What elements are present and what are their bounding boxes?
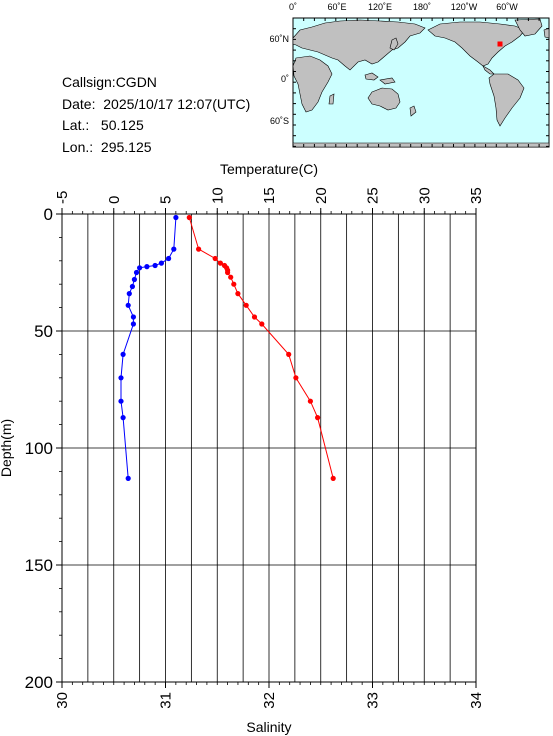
location-map: 0˚ 60˚E 120˚E 180˚ 120˚W 60˚W 60˚N 0˚ 60˚S [269, 2, 550, 148]
salinity-tick-label: 33 [365, 692, 382, 709]
temperature-data-point [186, 214, 192, 221]
map-longitude-label: 120˚E [368, 2, 392, 12]
temperature-tick-label: 25 [365, 187, 382, 204]
callsign: Callsign:CGDN [62, 74, 157, 90]
salinity-data-point [125, 302, 131, 308]
observation-date: Date: 2025/10/17 12:07(UTC) [62, 95, 251, 112]
temperature-tick-label: 0 [106, 196, 123, 204]
station-info: Callsign:CGDN Date: 2025/10/17 12:07(UTC… [62, 72, 250, 158]
salinity-data-point [137, 265, 143, 271]
map-latitude-label: 0˚ [281, 74, 289, 84]
salinity-data-point [131, 276, 137, 283]
map-latitude-labels: 60˚N 0˚ 60˚S [269, 34, 289, 126]
longitude: Lon.: 295.125 [62, 138, 152, 155]
temperature-data-point [315, 415, 321, 421]
salinity-tick-label: 32 [261, 692, 278, 709]
salinity-data-point [126, 291, 132, 297]
map-longitude-label: 120˚W [451, 2, 478, 12]
salinity-data-point [158, 260, 164, 266]
temperature-data-point [217, 260, 223, 266]
latitude: Lat.: 50.125 [62, 117, 144, 133]
salinity-data-point [129, 283, 135, 290]
chart-grid [61, 213, 477, 683]
temperature-data-point [243, 302, 249, 308]
station-marker [497, 41, 503, 47]
temperature-tick-label: -5 [54, 191, 71, 204]
salinity-data-point [130, 321, 136, 327]
salinity-data-point [173, 214, 179, 221]
salinity-tick-label: 31 [158, 692, 175, 709]
temperature-data-point [259, 321, 265, 327]
salinity-data-point [133, 269, 140, 276]
map-longitude-label: 0˚ [289, 2, 297, 12]
depth-tick-label: 150 [25, 556, 53, 575]
temperature-data-point [251, 314, 258, 320]
depth-tick-label: 100 [25, 439, 53, 458]
map-latitude-label: 60˚S [270, 116, 289, 126]
temperature-data-point [231, 281, 237, 287]
temperature-data-point [212, 255, 218, 262]
salinity-tick-label: 34 [468, 692, 485, 709]
map-latitude-label: 60˚N [269, 34, 289, 44]
temperature-data-point [286, 351, 292, 357]
salinity-data-point [171, 246, 177, 252]
temperature-data-point [225, 269, 231, 276]
temperature-tick-label: 10 [209, 187, 226, 204]
salinity-data-point [166, 255, 172, 262]
temperature-data-point [235, 291, 241, 297]
salinity-data-point [125, 475, 131, 481]
map-longitude-labels: 0˚ 60˚E 120˚E 180˚ 120˚W 60˚W [289, 2, 518, 12]
map-land [292, 18, 550, 148]
chart-series [118, 214, 336, 481]
salinity-data-point [144, 264, 150, 270]
temperature-data-point [307, 398, 313, 404]
temperature-tick-label: 30 [416, 187, 433, 204]
temperature-data-point [293, 375, 299, 381]
map-ticks [292, 17, 549, 147]
temperature-axis-label: Temperature(C) [220, 161, 318, 177]
salinity-axis-label: Salinity [246, 719, 291, 735]
depth-axis-label: Depth(m) [0, 419, 14, 477]
depth-tick-label: 50 [34, 322, 53, 341]
temperature-tick-label: 20 [313, 187, 330, 204]
map-longitude-label: 60˚E [327, 2, 346, 12]
salinity-data-point [130, 314, 136, 320]
salinity-data-point [120, 351, 126, 357]
temperature-data-point [196, 246, 202, 252]
temperature-profile-line [188, 217, 334, 479]
temperature-tick-label: 15 [261, 187, 278, 204]
map-longitude-label: 60˚W [496, 2, 518, 12]
temperature-data-point [228, 274, 234, 280]
salinity-data-point [120, 415, 126, 421]
salinity-tick-label: 30 [54, 692, 71, 709]
temperature-data-point [330, 475, 336, 481]
depth-tick-label: 0 [44, 205, 53, 224]
map-longitude-label: 180˚ [413, 2, 431, 12]
salinity-data-point [118, 398, 124, 404]
depth-tick-label: 200 [25, 673, 53, 692]
temperature-tick-label: 35 [468, 187, 485, 204]
temperature-tick-label: 5 [158, 196, 175, 204]
salinity-data-point [152, 262, 158, 269]
salinity-data-point [118, 375, 124, 381]
